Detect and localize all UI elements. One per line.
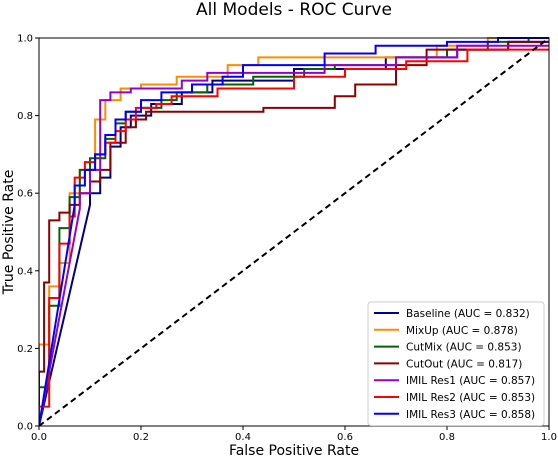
chart-title: All Models - ROC Curve (196, 0, 392, 20)
legend-label: CutMix (AUC = 0.853) (406, 342, 522, 354)
chance-line (39, 37, 549, 426)
legend-label: IMIL Res2 (AUC = 0.853) (406, 392, 535, 404)
legend-label: MixUp (AUC = 0.878) (406, 325, 518, 337)
roc-line-7 (39, 37, 549, 426)
legend: Baseline (AUC = 0.832) MixUp (AUC = 0.878… (367, 301, 545, 427)
legend-label: Baseline (AUC = 0.832) (406, 308, 530, 320)
x-tick-label: 0.4 (235, 432, 251, 443)
y-tick-label: 0.8 (17, 111, 33, 122)
legend-label: CutOut (AUC = 0.817) (406, 358, 522, 370)
y-tick-label: 0.6 (17, 189, 33, 200)
x-tick-label: 0.0 (31, 432, 47, 443)
roc-line-4 (39, 40, 549, 426)
roc-line-5 (39, 44, 549, 426)
legend-box (367, 301, 545, 427)
plot-area (38, 37, 550, 427)
axis-ticks: 0.0 0.2 0.4 0.6 0.8 1.0 0.0 0.2 0.4 0.6 0.8 1.0 (17, 34, 557, 444)
x-axis-label: False Positive Rate (229, 443, 359, 458)
x-tick-label: 0.2 (133, 432, 149, 443)
x-tick-label: 0.8 (439, 432, 455, 443)
x-tick-label: 0.6 (337, 432, 353, 443)
y-tick-label: 0.2 (17, 344, 33, 355)
roc-line-6 (39, 48, 549, 426)
series-group (39, 37, 549, 426)
plot-frame (38, 37, 550, 427)
y-tick-label: 0.0 (17, 422, 33, 433)
y-tick-label: 1.0 (17, 34, 33, 45)
legend-label: IMIL Res1 (AUC = 0.857) (406, 375, 535, 387)
legend-label: IMIL Res3 (AUC = 0.858) (406, 409, 535, 421)
y-axis-label: True Positive Rate (1, 170, 17, 296)
x-tick-label: 1.0 (541, 432, 557, 443)
y-tick-label: 0.4 (17, 266, 33, 277)
